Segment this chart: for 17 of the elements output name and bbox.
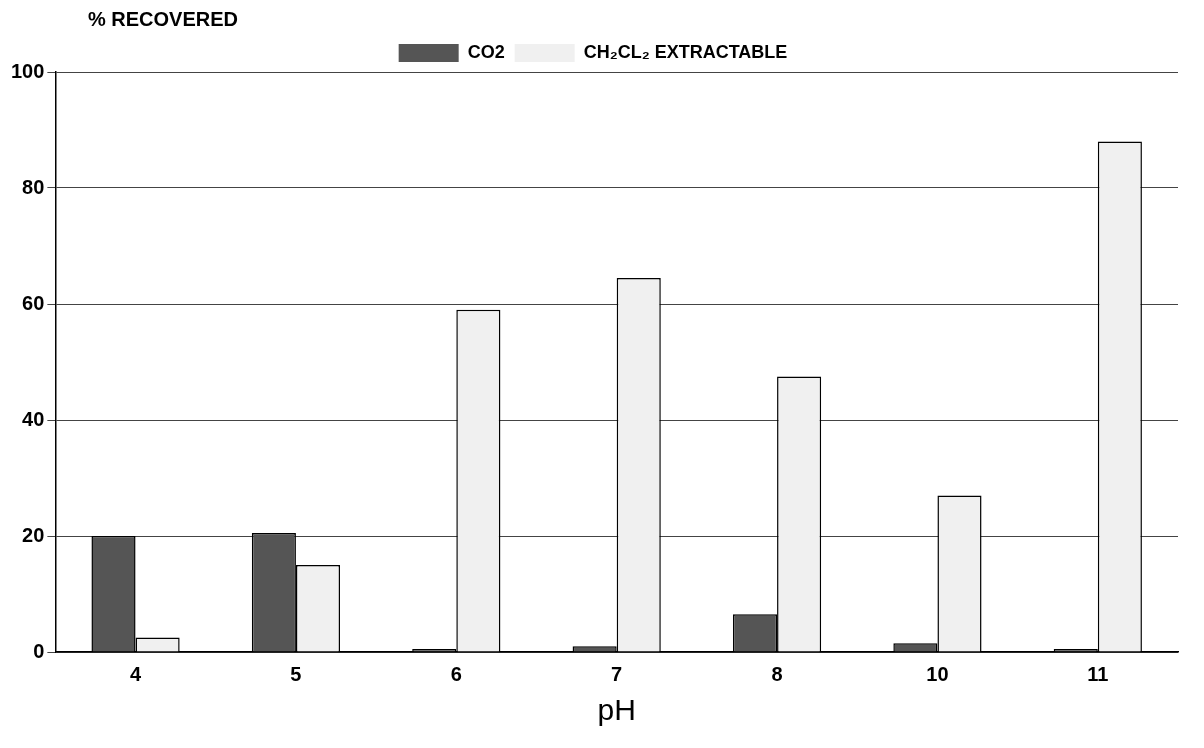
x-tick-label: 4 — [129, 662, 142, 685]
y-tick-label: 60 — [22, 291, 45, 314]
y-tick-label: 40 — [22, 407, 45, 430]
x-tick-label: 8 — [771, 662, 783, 685]
y-tick-label: 100 — [10, 59, 45, 82]
legend-label: CO2 — [467, 41, 505, 62]
y-tick-label: 0 — [33, 639, 45, 662]
x-tick-label: 10 — [926, 662, 949, 685]
y-tick-label: 20 — [22, 523, 45, 546]
x-tick-label: 5 — [290, 662, 302, 685]
x-axis-title: pH — [597, 693, 636, 727]
y-tick-label: 80 — [22, 175, 45, 198]
y-axis-title: % RECOVERED — [88, 8, 240, 32]
legend-label: CH₂CL₂ EXTRACTABLE — [583, 41, 788, 62]
x-tick-label: 7 — [611, 662, 623, 685]
x-tick-label: 6 — [450, 662, 462, 685]
x-tick-label: 11 — [1087, 662, 1109, 685]
